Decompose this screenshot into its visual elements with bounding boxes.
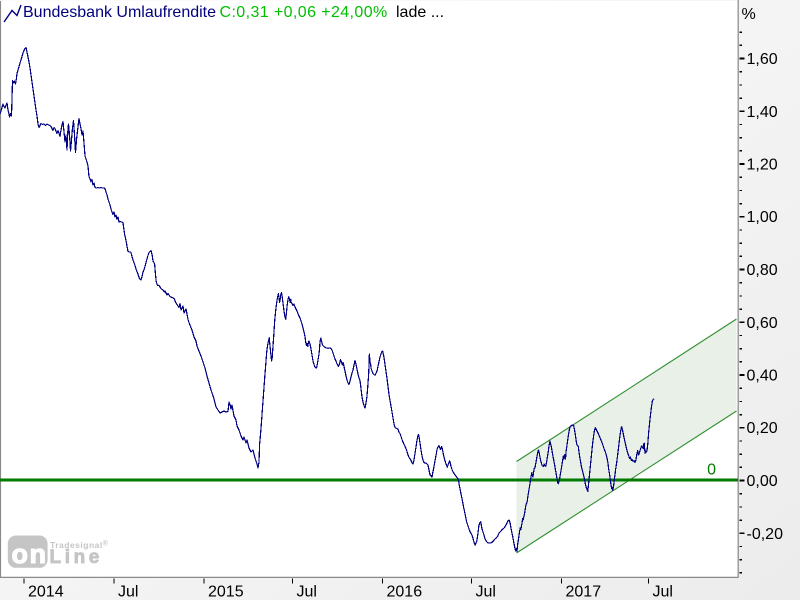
svg-text:0,80: 0,80: [747, 262, 778, 279]
svg-text:0,00: 0,00: [747, 473, 778, 490]
svg-text:2015: 2015: [208, 583, 244, 600]
svg-text:Jul: Jul: [118, 583, 138, 600]
svg-text:2016: 2016: [387, 583, 423, 600]
svg-text:2017: 2017: [566, 583, 602, 600]
svg-text:Line: Line: [50, 547, 103, 568]
svg-text:0: 0: [707, 462, 716, 479]
svg-text:1,40: 1,40: [747, 104, 778, 121]
svg-text:Jul: Jul: [476, 583, 496, 600]
svg-text:1,60: 1,60: [747, 51, 778, 68]
svg-text:Jul: Jul: [297, 583, 317, 600]
svg-text:Jul: Jul: [653, 583, 673, 600]
svg-text:Tradesignal®: Tradesignal®: [50, 540, 109, 551]
svg-text:on: on: [12, 539, 48, 569]
svg-text:0,20: 0,20: [747, 420, 778, 437]
svg-text:%: %: [742, 6, 756, 23]
svg-text:2014: 2014: [28, 583, 64, 600]
svg-text:0,40: 0,40: [747, 368, 778, 385]
svg-text:1,20: 1,20: [747, 157, 778, 174]
svg-text:1,00: 1,00: [747, 209, 778, 226]
svg-text:-0,20: -0,20: [747, 526, 784, 543]
svg-text:0,60: 0,60: [747, 315, 778, 332]
